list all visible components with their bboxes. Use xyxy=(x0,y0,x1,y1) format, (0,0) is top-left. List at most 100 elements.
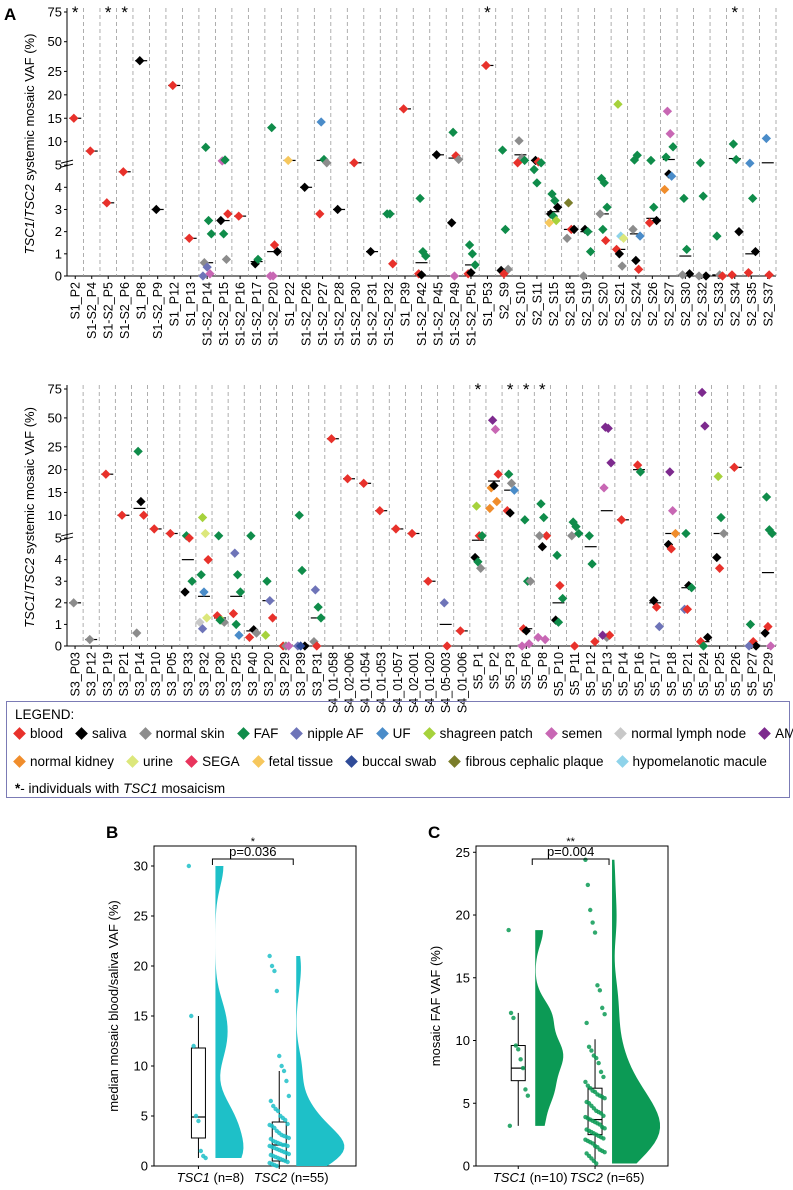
data-point xyxy=(117,510,127,520)
data-point xyxy=(230,548,240,558)
data-point xyxy=(268,1098,274,1104)
data-point xyxy=(667,506,678,516)
x-tick-label: S1-S2_P28 xyxy=(333,282,347,346)
y-tick-label: 15 xyxy=(48,485,62,500)
x-tick-label: S3_P33 xyxy=(181,652,195,697)
data-point xyxy=(349,158,359,168)
data-point xyxy=(232,570,243,580)
panel-letter-b: B xyxy=(106,823,118,842)
data-point xyxy=(533,632,543,643)
data-point xyxy=(602,1149,607,1155)
data-point xyxy=(677,270,688,280)
x-tick-label: S3_P21 xyxy=(117,652,131,697)
y-axis-title-rest: systemic mosaic VAF (%) xyxy=(22,34,37,185)
x-tick-label: S1_P39 xyxy=(399,282,413,327)
y-tick-label: 25 xyxy=(134,909,148,924)
x-group-n: (n=55) xyxy=(287,1170,329,1185)
data-point xyxy=(202,262,212,272)
data-point xyxy=(471,501,482,511)
data-point xyxy=(202,613,212,623)
data-point xyxy=(506,927,511,933)
data-point xyxy=(214,531,224,541)
x-tick-label: S2_S15 xyxy=(547,282,561,327)
data-point xyxy=(592,930,598,935)
x-tick-label: S2_S35 xyxy=(745,282,759,327)
data-point xyxy=(69,113,79,123)
data-point xyxy=(447,218,457,228)
data-point xyxy=(537,542,548,552)
data-point xyxy=(286,1093,292,1099)
data-point xyxy=(745,158,755,168)
x-group-n: (n=8) xyxy=(210,1170,244,1185)
x-tick-label: S1-S2_P42 xyxy=(415,282,429,346)
data-point xyxy=(221,254,232,265)
x-tick-label: S1_P22 xyxy=(283,282,297,327)
y-axis-title: TSC1/TSC2 systemic mosaic VAF (%) xyxy=(22,34,37,255)
data-point xyxy=(598,1069,604,1075)
legend-swatch-icon xyxy=(758,727,771,740)
x-tick-label: S1-S2_P14 xyxy=(201,282,215,346)
data-point xyxy=(223,209,233,219)
data-point xyxy=(595,983,600,988)
x-tick-label: S3_P14 xyxy=(133,652,147,697)
data-point xyxy=(599,483,609,493)
legend-item: semen xyxy=(544,726,602,741)
y-tick-label: 5 xyxy=(463,1096,470,1111)
data-point xyxy=(286,1151,292,1157)
x-tick-label: S5_P29 xyxy=(761,652,775,697)
data-point xyxy=(563,198,574,208)
data-point xyxy=(197,512,208,523)
legend-label: buccal swab xyxy=(362,754,437,769)
data-point xyxy=(504,469,514,479)
data-point xyxy=(520,515,530,525)
data-point xyxy=(729,462,739,473)
data-point xyxy=(748,193,758,204)
data-point xyxy=(509,485,519,495)
x-tick-label: S2_S20 xyxy=(596,282,610,327)
x-tick-label: S5_P12 xyxy=(584,652,598,697)
x-tick-label: S5_P24 xyxy=(697,652,711,697)
legend-row-2: normal kidney urine SEGA fetal tissue buccal… xyxy=(13,754,781,769)
y-axis-title-gene2: TSC2 xyxy=(22,184,37,218)
legend-item: FAF xyxy=(236,726,278,741)
x-tick-label: S1-S2_P51 xyxy=(464,282,478,346)
legend-swatch-icon xyxy=(345,755,359,768)
legend-row-1: blood saliva normal skin FAF nipple AF UF shag… xyxy=(13,726,793,741)
x-tick-label: S3_P10 xyxy=(149,652,163,697)
data-point xyxy=(391,524,401,534)
y-tick-label: 30 xyxy=(134,859,148,874)
data-point xyxy=(694,271,704,281)
data-point xyxy=(326,434,337,444)
data-point xyxy=(184,533,194,543)
data-point xyxy=(267,953,272,959)
density-half-violin xyxy=(535,930,564,1126)
data-point xyxy=(272,968,277,974)
x-tick-label: S5_P13 xyxy=(600,652,614,697)
data-point xyxy=(518,1057,523,1062)
y-tick-label: 3 xyxy=(55,202,62,217)
data-point xyxy=(365,246,376,257)
x-tick-label: S2_S11 xyxy=(530,282,544,326)
x-tick-label: S1-S2_P17 xyxy=(250,282,264,346)
data-point xyxy=(628,224,638,235)
legend-note-suffix: mosaicism xyxy=(157,781,226,796)
data-point xyxy=(585,882,591,888)
legend-label: saliva xyxy=(92,726,127,741)
legend-item: blood xyxy=(13,726,63,741)
y-tick-label: 0 xyxy=(463,1159,470,1174)
tsc1-star-marker: * xyxy=(507,380,514,399)
legend-swatch-icon xyxy=(75,727,88,740)
data-point xyxy=(701,271,711,281)
x-tick-label: S2_S19 xyxy=(580,282,594,327)
tsc1-star-marker: * xyxy=(523,380,530,399)
legend-item: fibrous cephalic plaque xyxy=(448,754,604,769)
data-point xyxy=(267,613,278,623)
plot-frame xyxy=(475,845,669,1167)
y-tick-label: 10 xyxy=(134,1059,148,1074)
data-point xyxy=(654,621,665,632)
x-tick-label: S3_P40 xyxy=(246,652,260,697)
y-tick-label: 20 xyxy=(48,87,62,102)
data-point xyxy=(283,155,293,166)
data-point xyxy=(398,104,409,114)
data-point xyxy=(454,154,464,165)
